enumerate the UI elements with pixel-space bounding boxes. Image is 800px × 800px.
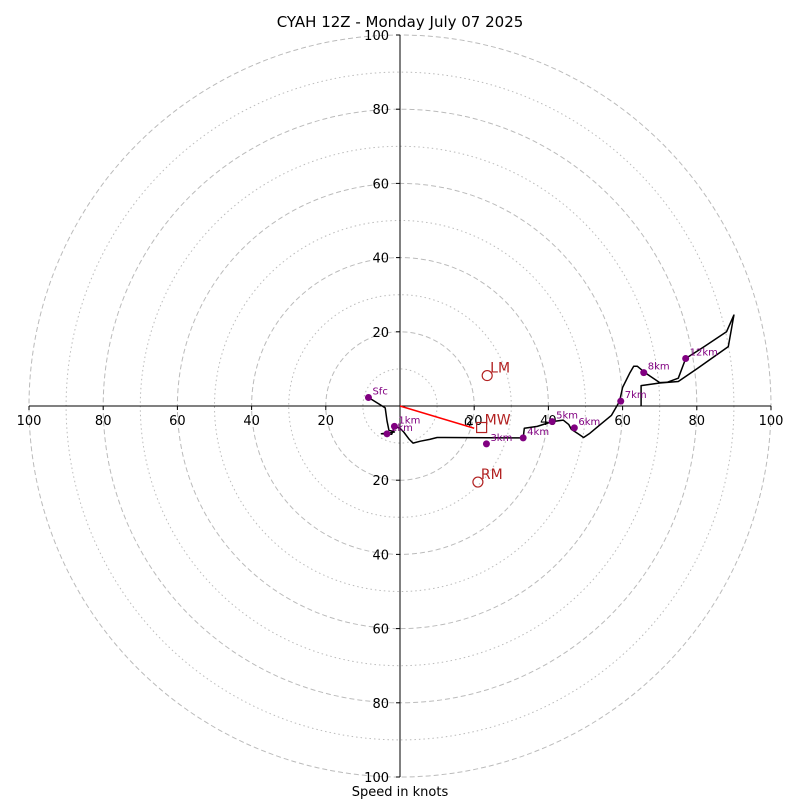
x-tick-label: 20: [318, 414, 335, 429]
height-label-6km: 6km: [578, 417, 600, 428]
x-tick-label: 40: [243, 414, 260, 429]
x-tick-label: 40: [540, 414, 557, 429]
y-tick-label: 80: [372, 103, 389, 118]
height-label-8km: 8km: [648, 362, 670, 373]
height-marker-6km: [570, 424, 578, 432]
height-marker-1km: [390, 422, 398, 430]
height-marker-12km: [682, 355, 690, 363]
x-tick-label: 60: [169, 414, 186, 429]
height-marker-5km: [548, 418, 556, 426]
storm-label-lm: LM: [490, 361, 510, 377]
storm-motion-markers: LM MW RM: [472, 361, 511, 488]
height-marker-3km: [482, 440, 490, 448]
y-tick-label: 60: [372, 623, 389, 638]
mean-wind-vector: [399, 405, 475, 429]
height-marker-sfc: [364, 393, 372, 401]
storm-label-rm: RM: [481, 467, 503, 483]
height-label-2km: 2km: [391, 423, 413, 434]
height-marker-7km: [617, 397, 625, 405]
storm-marker-lm: [481, 369, 493, 382]
storm-marker-rm: [472, 476, 484, 488]
y-tick-label: 60: [372, 177, 389, 192]
x-tick-label: 60: [614, 414, 631, 429]
tick-labels: 100 80 60 40 20 20 40 60 80 100 100 80 60 40 20 20 40 60 8…: [17, 29, 784, 786]
height-label-4km: 4km: [527, 427, 549, 438]
chart-title: CYAH 12Z - Monday July 07 2025: [277, 13, 524, 31]
x-tick-label: 80: [689, 414, 706, 429]
y-tick-label: 20: [372, 474, 389, 489]
y-tick-label: 40: [372, 252, 389, 267]
mean-wind-line: [399, 405, 475, 429]
x-axis-label: Speed in knots: [352, 785, 449, 800]
hodograph-trace: [368, 314, 735, 444]
height-label-3km: 3km: [490, 433, 512, 444]
x-tick-label: 20: [466, 414, 483, 429]
origin-tick-label: 0: [464, 416, 472, 431]
storm-marker-mw: [476, 421, 488, 434]
x-tick-label: 100: [17, 414, 42, 429]
storm-label-mw: MW: [485, 413, 511, 429]
height-marker-2km: [383, 430, 391, 438]
wind-profile-line: [368, 314, 735, 444]
y-tick-label: 20: [372, 326, 389, 341]
height-label-7km: 7km: [625, 390, 647, 401]
height-label-12km: 12km: [690, 348, 718, 359]
x-tick-label: 100: [759, 414, 784, 429]
y-tick-label: 100: [364, 771, 389, 786]
y-tick-label: 40: [372, 548, 389, 563]
height-label-1km: 1km: [398, 415, 420, 426]
y-tick-label: 100: [364, 29, 389, 44]
height-label-5km: 5km: [556, 411, 578, 422]
y-tick-label: 80: [372, 697, 389, 712]
height-marker-4km: [519, 434, 527, 442]
height-label-sfc: Sfc: [372, 386, 387, 397]
height-marker-8km: [640, 369, 648, 377]
x-tick-label: 80: [95, 414, 112, 429]
